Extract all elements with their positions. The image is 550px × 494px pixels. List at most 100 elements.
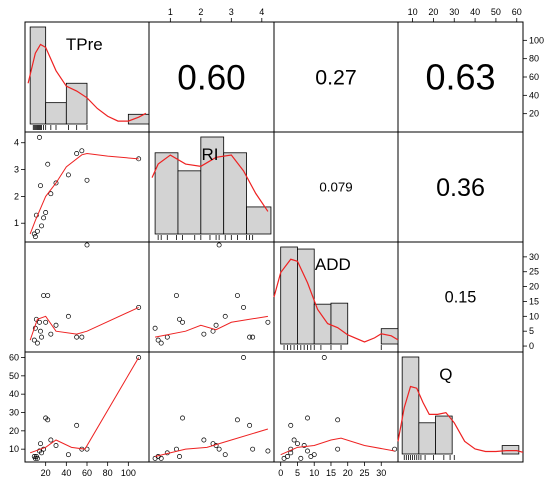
- scatter-point-Q-ADD-8: [305, 415, 310, 421]
- scatter-point-Q-TPre-16: [136, 355, 142, 360]
- correlation-value-RI-Q: 0.36: [436, 174, 485, 202]
- scatter-point-ADD-RI-16: [241, 304, 246, 310]
- density-curve-RI: [151, 154, 269, 212]
- scatter-point-Q-TPre-9: [45, 417, 51, 423]
- smooth-line-RI-TPre: [29, 152, 139, 235]
- scatter-point-ADD-TPre-0: [31, 337, 37, 343]
- scatter-point-RI-TPre-11: [53, 180, 59, 186]
- axis-tick-label-left-Q-5: 60: [9, 353, 19, 363]
- axis-tick-label-bottom-TPre-2: 60: [82, 468, 92, 478]
- axis-tick-label-right-TPre-3: 80: [529, 54, 539, 64]
- scatter-point-Q-RI-14: [250, 446, 256, 452]
- scatter-point-ADD-TPre-13: [74, 334, 80, 340]
- scatter-point-Q-TPre-6: [39, 450, 44, 456]
- scatter-point-Q-RI-2: [158, 455, 164, 461]
- density-curve-ADD: [273, 258, 399, 343]
- scatter-point-RI-TPre-1: [32, 234, 38, 240]
- scatter-point-Q-RI-13: [247, 422, 253, 428]
- variable-label-RI: RI: [202, 145, 219, 164]
- axis-tick-label-bottom-ADD-3: 15: [326, 468, 336, 478]
- axis-tick-label-right-ADD-0: 0: [529, 341, 534, 351]
- histogram-bar-Q-6: [501, 445, 520, 455]
- axis-tick-label-top-Q-5: 60: [512, 7, 522, 17]
- scatter-point-RI-TPre-13: [74, 151, 80, 156]
- correlation-value-TPre-Q: 0.63: [425, 57, 495, 98]
- scatter-point-ADD-RI-3: [177, 316, 182, 322]
- scatter-point-Q-ADD-2: [281, 455, 287, 461]
- scatter-point-Q-TPre-3: [33, 454, 39, 459]
- scatter-point-Q-RI-9: [234, 417, 240, 423]
- scatter-point-Q-RI-10: [201, 437, 207, 443]
- scatter-point-ADD-RI-15: [216, 242, 222, 248]
- histogram-bar-Q-0: [401, 356, 420, 455]
- axis-tick-label-bottom-ADD-0: 0: [278, 468, 283, 478]
- scatter-point-ADD-RI-1: [152, 325, 158, 331]
- axis-tick-label-right-ADD-5: 25: [529, 267, 539, 277]
- scatter-point-Q-RI-4: [265, 448, 271, 454]
- axis-tick-label-right-TPre-4: 100: [529, 35, 544, 45]
- scatter-point-Q-ADD-4: [305, 448, 310, 454]
- axis-tick-label-bottom-TPre-0: 20: [41, 468, 51, 478]
- scatter-point-Q-ADD-9: [335, 417, 341, 423]
- panel-3-3: [397, 351, 524, 463]
- axis-tick-label-bottom-ADD-5: 25: [359, 468, 369, 478]
- axis-tick-label-left-Q-2: 30: [9, 408, 19, 418]
- density-curve-Q: [397, 385, 524, 453]
- smooth-line-Q-ADD: [280, 437, 395, 456]
- scatter-point-ADD-RI-6: [164, 334, 170, 340]
- axis-tick-label-right-ADD-2: 10: [529, 311, 539, 321]
- histogram-bar-Q-1: [418, 422, 436, 455]
- scatter-point-ADD-RI-14: [250, 334, 256, 340]
- scatter-point-ADD-TPre-14: [79, 334, 85, 340]
- axis-tick-label-bottom-TPre-1: 40: [61, 468, 71, 478]
- histogram-bar-TPre-4: [127, 113, 150, 125]
- scatter-point-Q-RI-15: [216, 446, 222, 452]
- scatter-point-RI-TPre-6: [39, 223, 44, 229]
- scatter-point-Q-RI-12: [222, 452, 228, 458]
- scatter-point-ADD-RI-11: [213, 322, 219, 328]
- scatter-point-ADD-TPre-8: [43, 319, 49, 325]
- correlation-value-RI-ADD: 0.079: [319, 180, 352, 195]
- scatter-point-Q-ADD-12: [311, 452, 317, 458]
- smooth-line-Q-TPre: [29, 357, 140, 454]
- density-curve-TPre: [27, 43, 147, 122]
- axis-tick-label-left-RI-3: 4: [14, 138, 19, 148]
- axis-tick-label-top-RI-2: 3: [229, 7, 234, 17]
- scatter-point-Q-TPre-10: [48, 437, 54, 443]
- axis-tick-label-bottom-ADD-6: 30: [376, 468, 386, 478]
- scatter-point-ADD-TPre-9: [45, 293, 51, 298]
- scatter-point-RI-TPre-15: [84, 177, 90, 183]
- scatter-point-Q-RI-8: [180, 415, 185, 421]
- scatter-point-Q-RI-3: [177, 454, 182, 459]
- histogram-bar-ADD-3: [330, 302, 349, 345]
- scatter-point-Q-TPre-5: [38, 441, 43, 447]
- scatter-point-Q-ADD-11: [301, 443, 307, 448]
- axis-tick-label-top-RI-3: 4: [259, 7, 264, 17]
- variable-label-Q: Q: [439, 365, 452, 384]
- axis-tick-label-right-TPre-0: 20: [529, 109, 539, 119]
- scatter-point-Q-TPre-12: [65, 452, 71, 458]
- scatter-point-RI-TPre-12: [65, 172, 71, 178]
- axis-tick-label-bottom-ADD-2: 10: [309, 468, 319, 478]
- scatter-point-ADD-RI-13: [247, 334, 253, 340]
- axis-tick-label-top-RI-0: 1: [168, 7, 173, 17]
- axis-tick-label-top-RI-1: 2: [198, 7, 203, 17]
- scatter-point-RI-TPre-2: [34, 228, 40, 234]
- scatter-point-ADD-TPre-10: [48, 331, 54, 337]
- scatter-point-Q-ADD-16: [321, 355, 327, 360]
- scatter-point-ADD-RI-4: [265, 319, 271, 325]
- scatter-point-Q-ADD-15: [392, 446, 398, 452]
- axis-tick-label-left-Q-0: 10: [9, 444, 19, 454]
- scatter-point-ADD-RI-12: [222, 313, 228, 319]
- scatter-point-Q-ADD-1: [298, 455, 304, 461]
- scatter-point-Q-ADD-5: [295, 441, 300, 447]
- scatter-point-RI-TPre-5: [38, 183, 43, 189]
- scatter-point-ADD-TPre-12: [65, 313, 71, 319]
- axis-tick-label-right-TPre-2: 60: [529, 72, 539, 82]
- scatter-point-RI-TPre-0: [31, 231, 37, 237]
- scatter-point-ADD-TPre-11: [53, 322, 59, 328]
- correlation-value-TPre-ADD: 0.27: [315, 65, 357, 89]
- histogram-bar-TPre-1: [45, 102, 67, 125]
- scatter-point-RI-TPre-4: [37, 134, 42, 140]
